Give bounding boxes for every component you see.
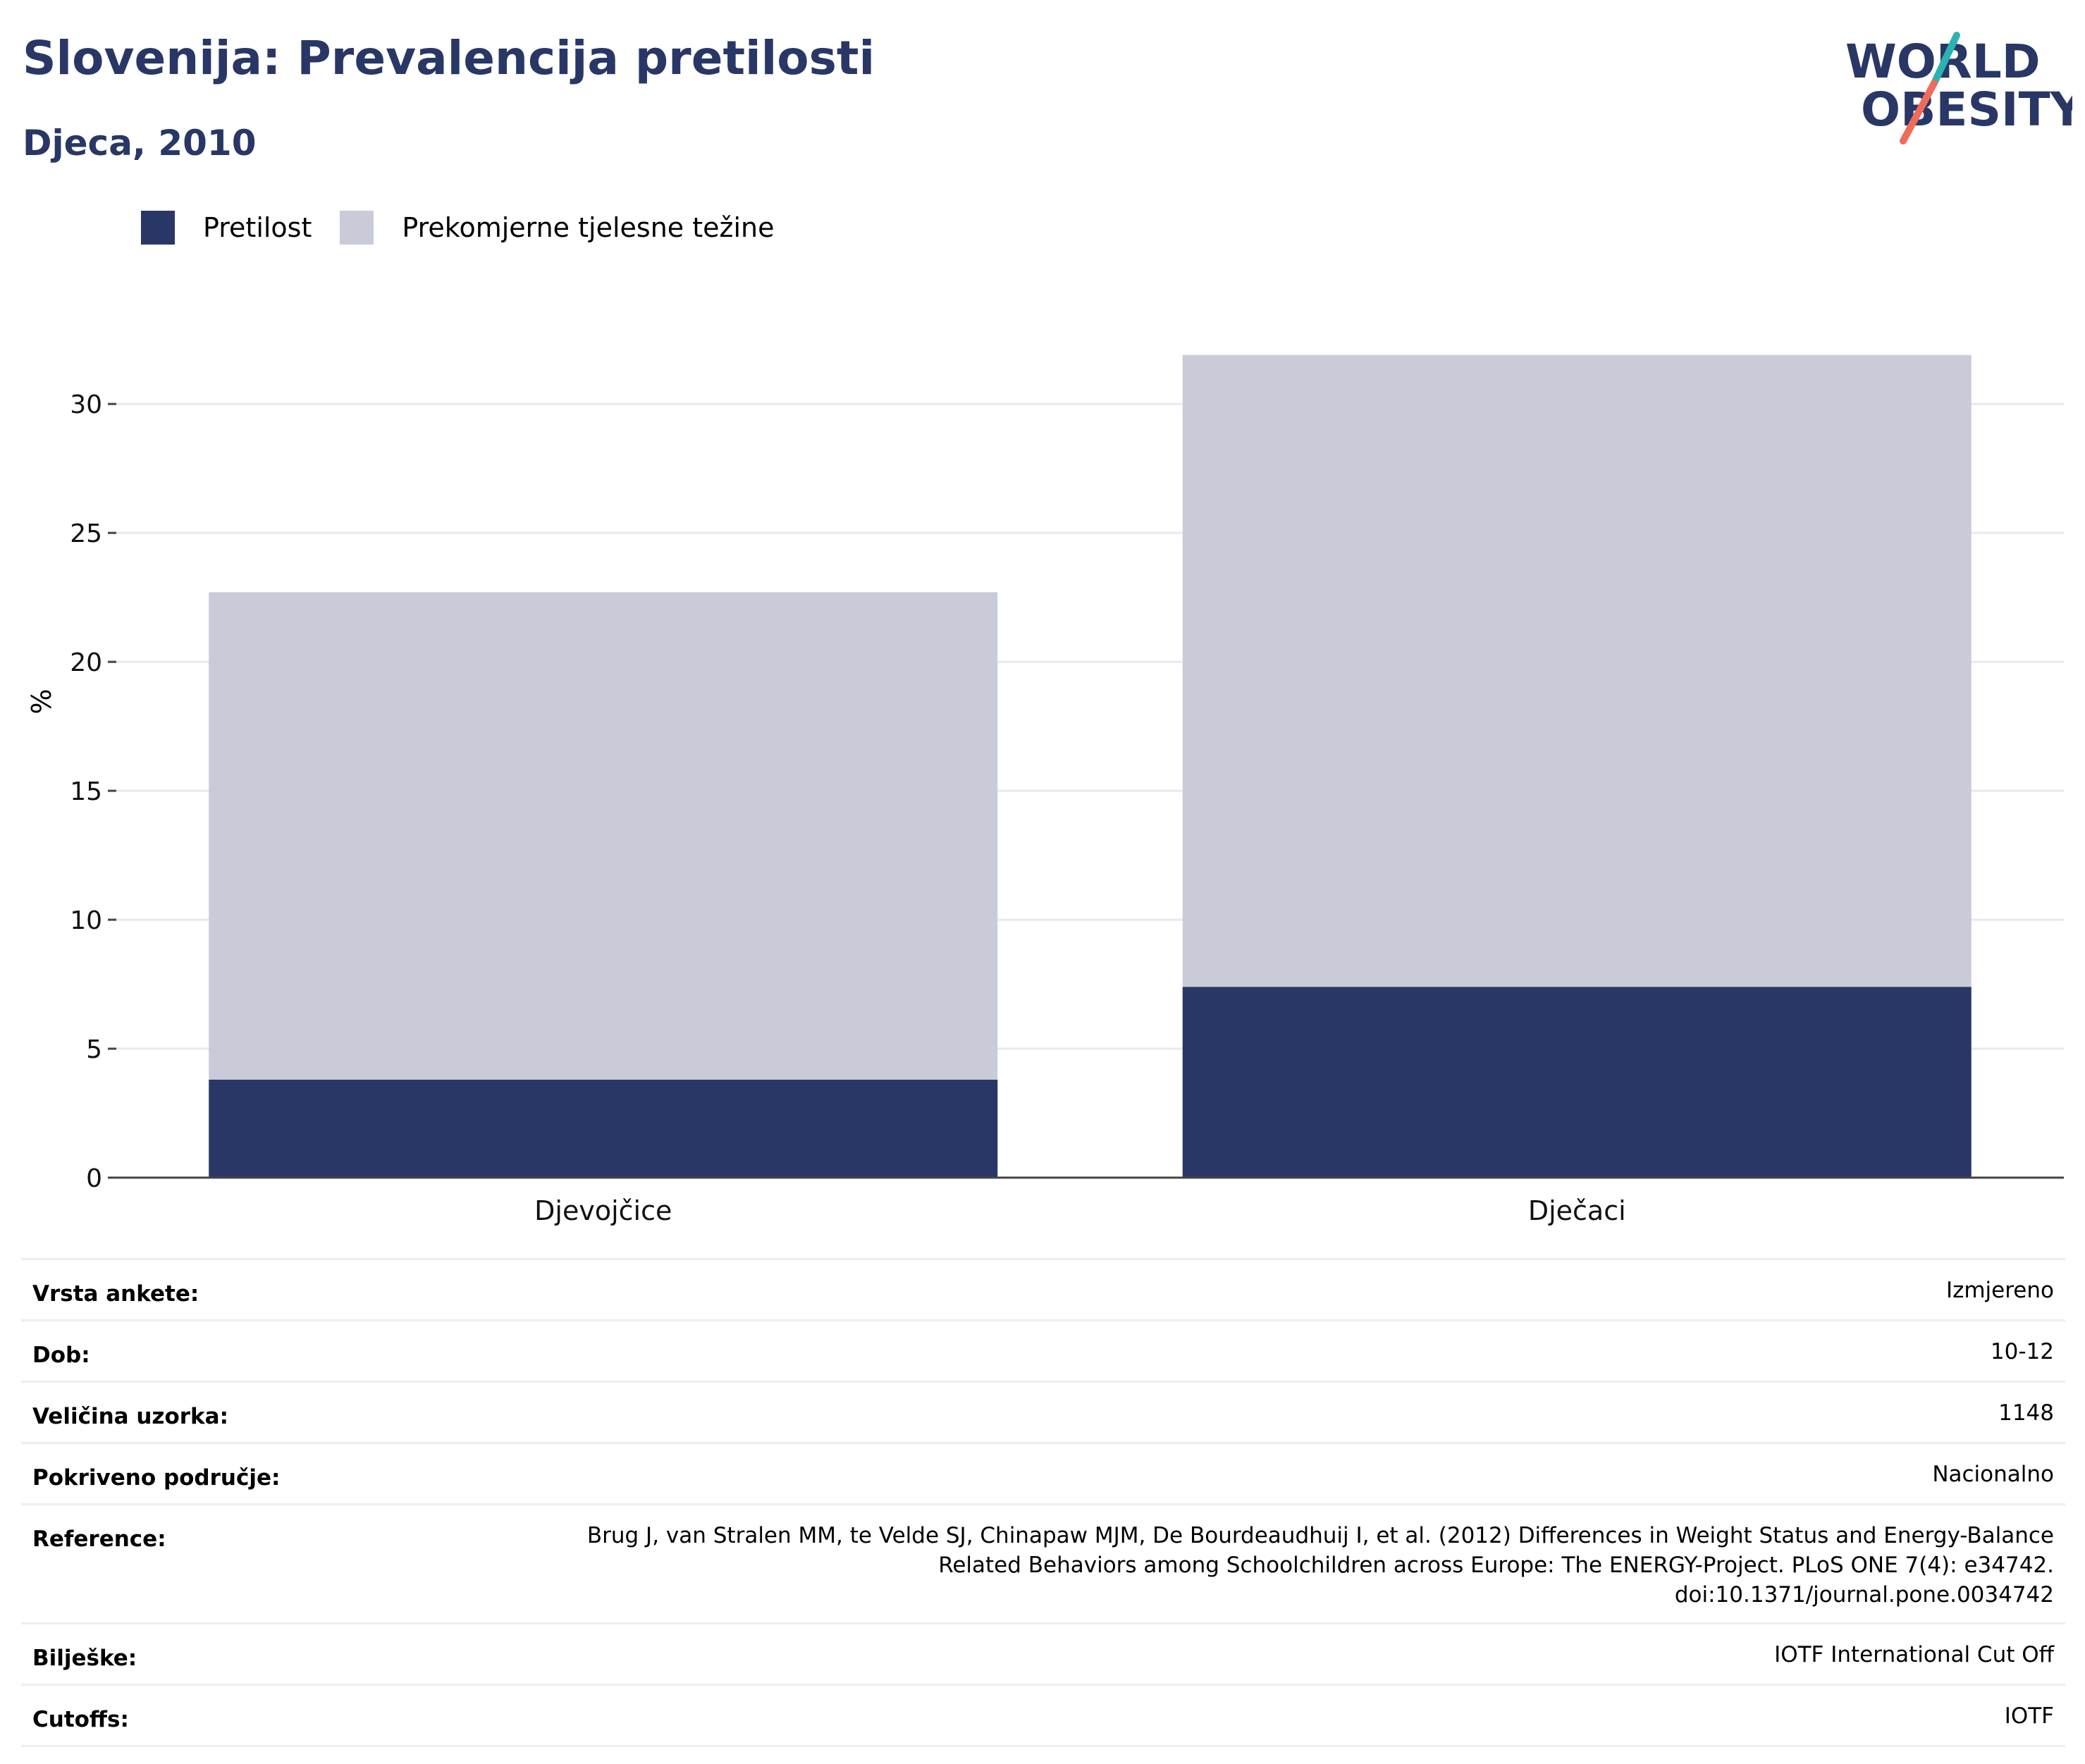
bar-obesity-0[interactable] (209, 1079, 998, 1178)
info-value: Nacionalno (1932, 1460, 2054, 1489)
world-obesity-logo: WORLD OBESITY (1845, 32, 2072, 144)
info-row: Vrsta ankete: Izmjereno (21, 1258, 2065, 1319)
legend-label-overweight: Prekomjerne tjelesne težine (402, 212, 775, 243)
y-axis-label: % (26, 689, 57, 714)
y-tick-label: 30 (70, 390, 102, 419)
bar-obesity-1[interactable] (1182, 987, 1972, 1178)
info-value-line: 1148 (1998, 1400, 2054, 1426)
info-label: Bilješke: (32, 1646, 137, 1671)
x-tick-label: Dječaci (1528, 1195, 1626, 1226)
info-label: Pokriveno područje: (32, 1465, 281, 1491)
info-value-line: Brug J, van Stralen MM, te Velde SJ, Chi… (586, 1523, 2054, 1548)
y-tick-label: 15 (70, 777, 102, 806)
info-label: Vrsta ankete: (32, 1281, 199, 1307)
info-value: Izmjereno (1946, 1276, 2054, 1305)
info-value-line: Izmjereno (1945, 1278, 2054, 1303)
y-axis-ticks: 0 5 10 15 20 25 30 (70, 390, 116, 1193)
info-label: Veličina uzorka: (32, 1404, 228, 1429)
legend-swatch-obesity (141, 211, 175, 245)
legend-item-obesity[interactable]: Pretilost (141, 211, 312, 245)
chart-subtitle: Djeca, 2010 (23, 123, 257, 164)
legend-label-obesity: Pretilost (203, 212, 312, 243)
y-tick-label: 10 (70, 906, 102, 935)
legend-swatch-overweight (340, 211, 374, 245)
info-value-line: Nacionalno (1932, 1462, 2054, 1487)
logo-slash-teal (1931, 32, 1960, 87)
bar-overweight-1[interactable] (1182, 354, 1972, 987)
x-axis-ticks: Djevojčice Dječaci (534, 1195, 1626, 1226)
chart-title: Slovenija: Prevalencija pretilosti (23, 31, 875, 85)
info-value: IOTF International Cut Off (1774, 1640, 2054, 1670)
info-label: Dob: (32, 1343, 90, 1368)
survey-info-table: Vrsta ankete: Izmjereno Dob: 10-12 Veličina … (21, 1258, 2065, 1747)
info-value-line: IOTF (2004, 1703, 2054, 1729)
info-row: Bilješke: IOTF International Cut Off (21, 1622, 2065, 1684)
bar-overweight-0[interactable] (209, 592, 998, 1080)
y-tick-label: 25 (70, 519, 102, 548)
info-value: 10-12 (1991, 1337, 2054, 1367)
y-tick-label: 20 (70, 648, 102, 677)
info-value-line: Related Behaviors among Schoolchildren a… (938, 1553, 2054, 1578)
y-tick-label: 5 (86, 1035, 102, 1064)
info-row: Veličina uzorka: 1148 (21, 1381, 2065, 1442)
info-row: Pokriveno područje: Nacionalno (21, 1442, 2065, 1503)
stacked-bar-chart: 0 5 10 15 20 25 30 Djevojčice Dječaci % (26, 354, 2064, 1226)
legend-item-overweight[interactable]: Prekomjerne tjelesne težine (340, 211, 775, 245)
info-value: Brug J, van Stralen MM, te Velde SJ, Chi… (587, 1521, 2054, 1610)
info-row: Dob: 10-12 (21, 1319, 2065, 1381)
info-row: Cutoffs: IOTF (21, 1684, 2065, 1747)
info-value-line: 10-12 (1990, 1339, 2054, 1364)
logo-line2: OBESITY (1861, 82, 2072, 137)
info-value-line: doi:10.1371/journal.pone.0034742 (1674, 1582, 2054, 1608)
logo-slash-coral (1900, 80, 1938, 144)
info-value-line: IOTF International Cut Off (1774, 1642, 2054, 1667)
info-label: Reference: (32, 1526, 166, 1552)
info-label: Cutoffs: (32, 1707, 129, 1732)
info-row: Reference: Brug J, van Stralen MM, te Vel… (21, 1503, 2065, 1622)
legend: Pretilost Prekomjerne tjelesne težine (141, 210, 803, 245)
y-tick-label: 0 (86, 1164, 102, 1193)
info-value: IOTF (2005, 1701, 2054, 1731)
bars (209, 354, 1972, 1178)
x-tick-label: Djevojčice (534, 1195, 672, 1226)
info-value: 1148 (1998, 1398, 2054, 1428)
